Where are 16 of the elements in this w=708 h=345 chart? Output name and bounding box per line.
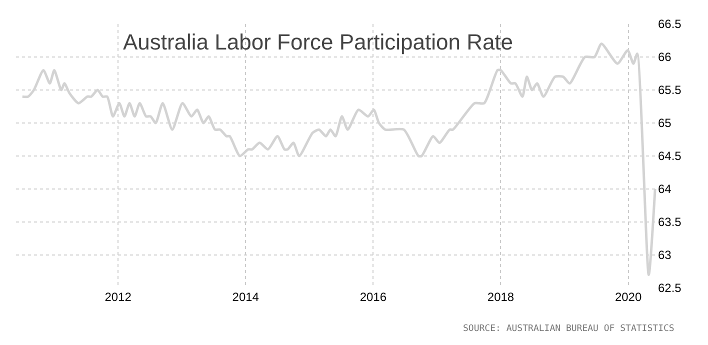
x-tick-label: 2020 bbox=[614, 290, 642, 304]
y-tick-label: 64 bbox=[658, 182, 672, 196]
y-tick-label: 66 bbox=[658, 50, 672, 64]
x-tick-label: 2018 bbox=[487, 290, 514, 304]
y-tick-label: 62.5 bbox=[658, 281, 682, 296]
source-note: SOURCE: AUSTRALIAN BUREAU OF STATISTICS bbox=[463, 324, 674, 334]
x-tick-label: 2016 bbox=[360, 290, 387, 304]
x-tick-label: 2012 bbox=[104, 290, 132, 304]
y-tick-label: 65 bbox=[658, 116, 672, 130]
y-tick-label: 65.5 bbox=[658, 83, 682, 98]
y-tick-label: 63.5 bbox=[658, 215, 682, 230]
chart-title: Australia Labor Force Participation Rate bbox=[122, 30, 514, 55]
y-tick-label: 66.5 bbox=[658, 17, 682, 32]
y-tick-label: 63 bbox=[658, 248, 672, 262]
y-tick-label: 64.5 bbox=[658, 149, 682, 164]
x-tick-label: 2014 bbox=[232, 290, 260, 304]
